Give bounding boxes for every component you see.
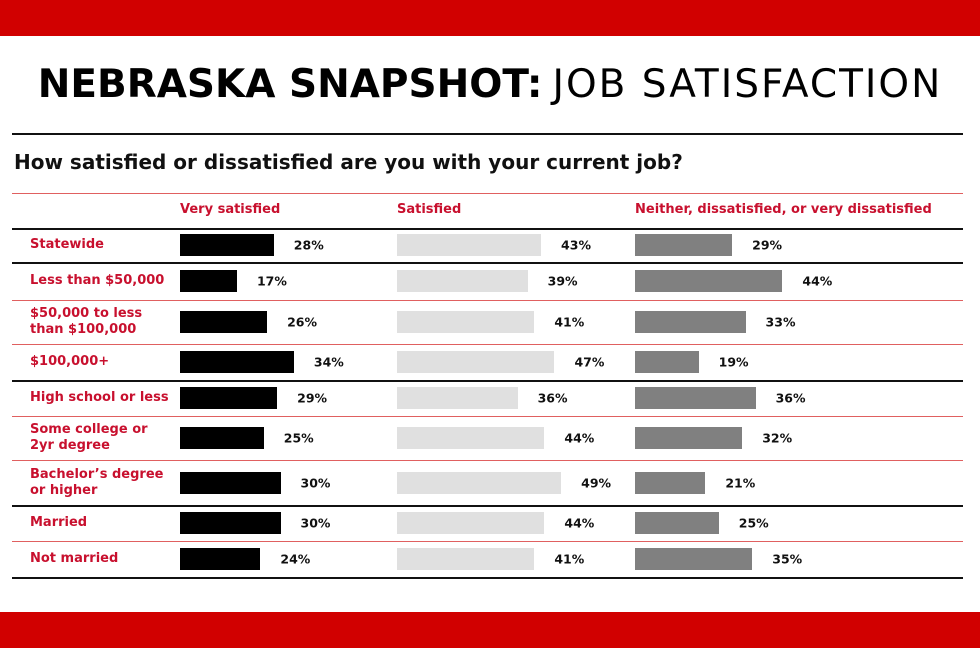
row-label: High school or less	[30, 390, 169, 405]
value-label: 36%	[775, 390, 806, 406]
bar	[180, 234, 274, 256]
value-label: 28%	[293, 237, 324, 253]
bar	[180, 270, 237, 292]
bar	[397, 512, 545, 534]
value-label: 32%	[762, 430, 793, 446]
bar	[397, 351, 555, 373]
value-label: 43%	[561, 237, 591, 253]
value-label: 30%	[300, 475, 331, 490]
bottom-band	[0, 612, 980, 648]
value-label: 44%	[564, 430, 595, 446]
bar	[180, 548, 261, 570]
value-label: 34%	[313, 354, 344, 370]
bar	[635, 427, 743, 449]
value-label: 33%	[765, 314, 796, 330]
bar	[180, 427, 264, 449]
bar	[397, 471, 562, 494]
rule	[12, 193, 963, 194]
row-label: $50,000 to less than $100,000	[30, 306, 143, 337]
row-rule	[12, 505, 963, 507]
bar	[635, 471, 706, 494]
value-label: 29%	[752, 237, 783, 253]
value-label: 21%	[725, 475, 756, 490]
bar	[635, 512, 719, 534]
bar	[397, 548, 535, 570]
row-rule	[12, 416, 963, 417]
row-label: Some college or 2yr degree	[30, 422, 148, 453]
row-rule	[12, 300, 963, 301]
bar	[180, 351, 294, 373]
value-label: 24%	[280, 551, 311, 567]
bar	[635, 387, 756, 409]
rule	[12, 133, 963, 135]
row-label: Statewide	[30, 237, 104, 252]
top-band	[0, 0, 980, 36]
bar	[180, 387, 278, 409]
value-label: 26%	[287, 314, 318, 330]
value-label: 17%	[256, 273, 287, 289]
row-rule	[12, 541, 963, 542]
value-label: 47%	[574, 354, 605, 370]
bar	[180, 512, 281, 534]
value-label: 25%	[738, 515, 769, 531]
row-rule	[12, 380, 963, 382]
value-label: 44%	[802, 273, 833, 289]
bar	[397, 270, 528, 292]
title: NEBRASKA SNAPSHOT: JOB SATISFACTION	[0, 62, 980, 107]
value-label: 35%	[772, 551, 803, 567]
row-label: Married	[30, 515, 88, 530]
value-label: 19%	[718, 354, 749, 370]
row-rule	[12, 344, 963, 345]
value-label: 44%	[564, 515, 595, 531]
value-label: 49%	[581, 475, 612, 490]
bar	[635, 270, 783, 292]
bar	[635, 234, 733, 256]
row-label: Less than $50,000	[30, 273, 165, 288]
rule	[12, 228, 963, 230]
bar	[397, 234, 542, 256]
legend-label: Neither, dissatisfied, or very dissatisf…	[635, 202, 932, 217]
bar	[635, 311, 746, 333]
value-label: 36%	[537, 390, 568, 406]
value-label: 29%	[297, 390, 328, 406]
row-label: $100,000+	[30, 354, 110, 369]
value-label: 39%	[547, 273, 578, 289]
bar	[397, 387, 518, 409]
legend-label: Satisfied	[397, 202, 462, 217]
title-bold: NEBRASKA SNAPSHOT:	[37, 62, 543, 107]
bar	[635, 351, 699, 373]
bar	[397, 427, 545, 449]
legend-label: Very satisfied	[180, 202, 281, 217]
bar	[635, 548, 753, 570]
row-label: Bachelor’s degree or higher	[30, 466, 164, 498]
value-label: 41%	[554, 551, 585, 567]
bar	[180, 311, 268, 333]
title-light: JOB SATISFACTION	[552, 62, 943, 107]
value-label: 30%	[300, 515, 331, 531]
row-rule	[12, 262, 963, 264]
value-label: 41%	[554, 314, 585, 330]
value-label: 25%	[283, 430, 314, 446]
row-label: Not married	[30, 551, 119, 566]
row-rule	[12, 577, 963, 579]
bar	[397, 311, 535, 333]
row-rule	[12, 460, 963, 461]
subtitle: How satisfied or dissatisfied are you wi…	[14, 150, 683, 174]
bar	[180, 471, 281, 494]
